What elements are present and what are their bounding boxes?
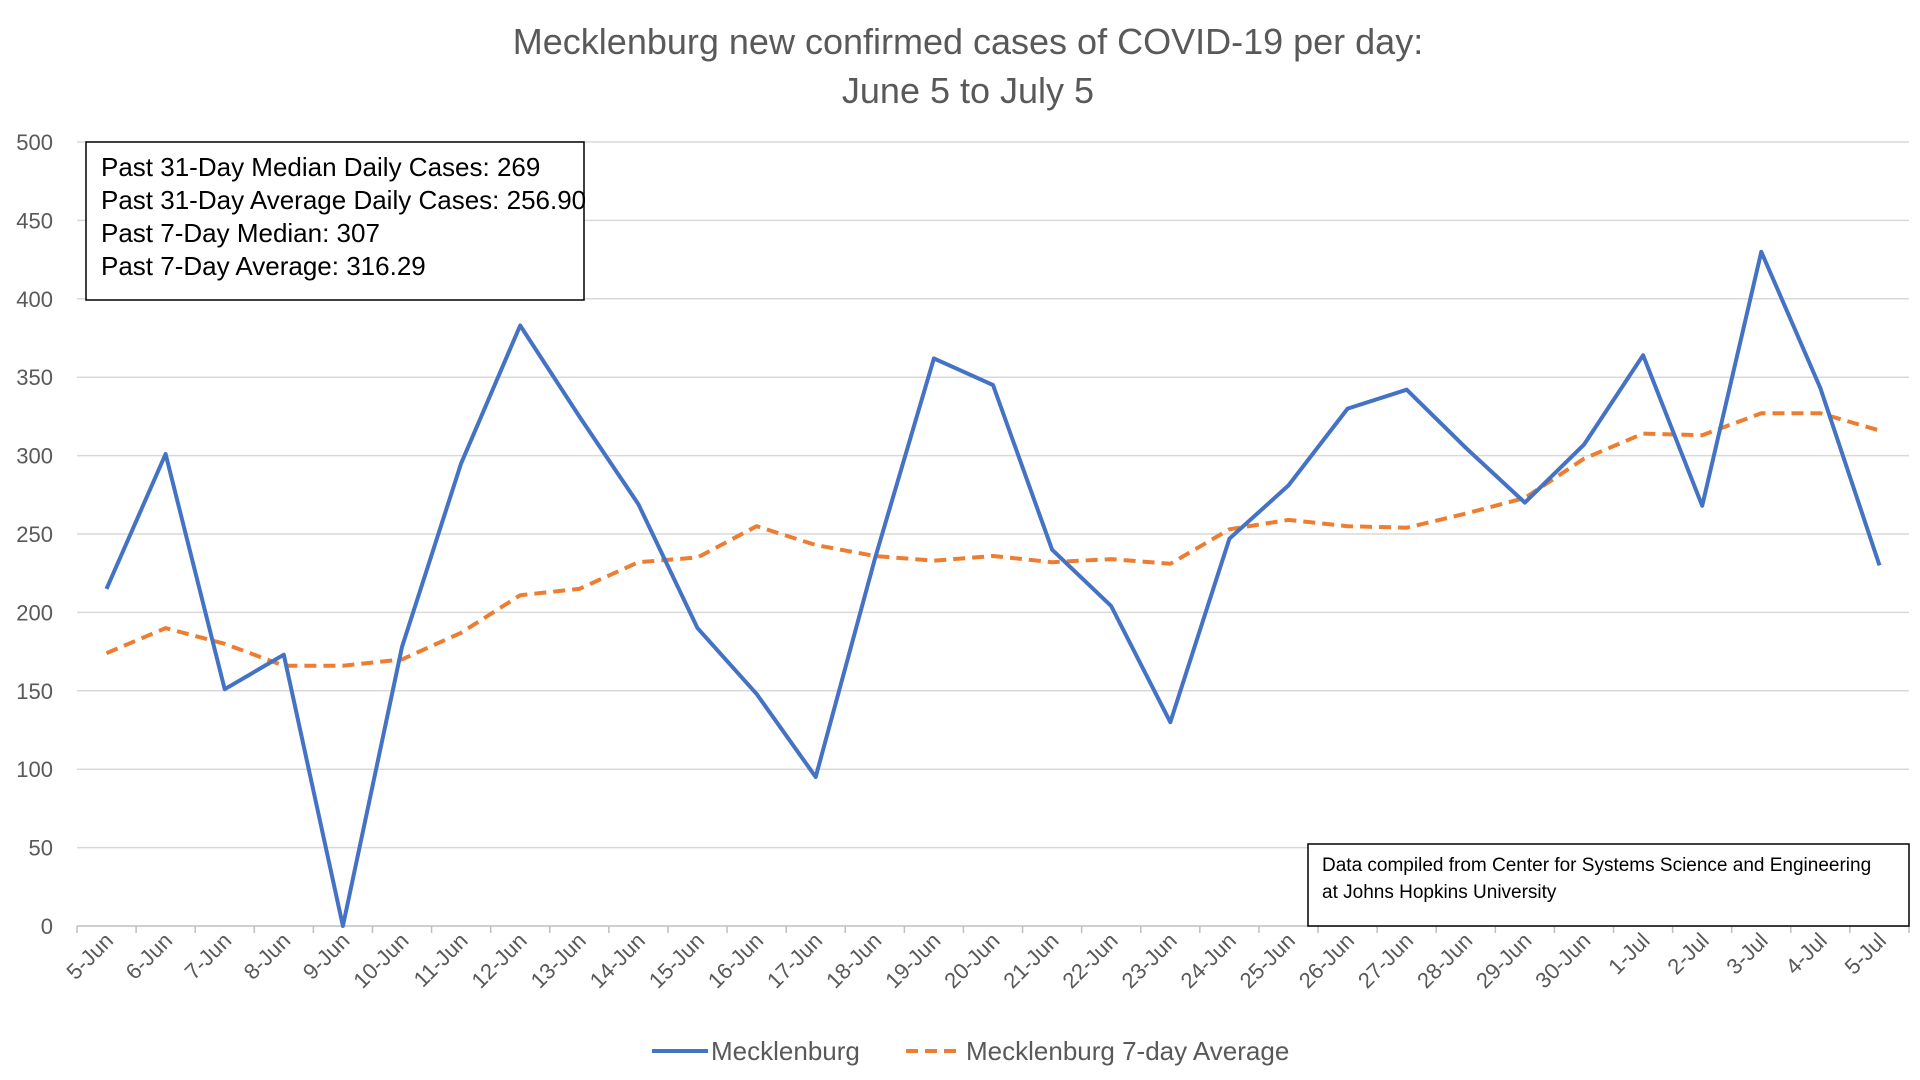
legend: Mecklenburg Mecklenburg 7-day Average [652, 1036, 1289, 1066]
source-line-1: Data compiled from Center for Systems Sc… [1322, 855, 1871, 876]
y-tick-label: 300 [16, 444, 53, 469]
y-tick-label: 100 [16, 757, 53, 782]
x-tick-label: 9-Jun [298, 928, 355, 985]
y-tick-label: 250 [16, 522, 53, 547]
x-tick-label: 1-Jul [1603, 928, 1654, 979]
y-tick-label: 400 [16, 287, 53, 312]
stats-line-2: Past 31-Day Average Daily Cases: 256.90 [101, 185, 586, 215]
series-line-mecklenburg [104, 249, 1882, 928]
y-tick-label: 150 [16, 679, 53, 704]
x-tick-label: 7-Jun [180, 928, 237, 985]
x-tick-label: 18-Jun [821, 928, 886, 993]
x-tick-label: 8-Jun [239, 928, 296, 985]
x-tick-label: 15-Jun [644, 928, 709, 993]
x-tick-label: 6-Jun [121, 928, 178, 985]
chart-title-line-2: June 5 to July 5 [842, 70, 1094, 111]
source-line-2: at Johns Hopkins University [1322, 882, 1557, 903]
x-tick-label: 19-Jun [880, 928, 945, 993]
x-tick-label: 24-Jun [1176, 928, 1241, 993]
x-tick-label: 23-Jun [1117, 928, 1182, 993]
series-layer [104, 249, 1882, 928]
x-tick-label: 5-Jun [61, 928, 118, 985]
x-tick-label: 30-Jun [1530, 928, 1595, 993]
x-tick-label: 12-Jun [467, 928, 532, 993]
chart-title: Mecklenburg new confirmed cases of COVID… [513, 21, 1423, 111]
x-tick-label: 25-Jun [1235, 928, 1300, 993]
y-tick-label: 500 [16, 130, 53, 155]
source-box-frame [1307, 843, 1910, 927]
y-tick-label: 200 [16, 600, 53, 625]
stats-box: Past 31-Day Median Daily Cases: 269 Past… [85, 141, 586, 301]
x-tick-label: 22-Jun [1057, 928, 1122, 993]
chart-title-line-1: Mecklenburg new confirmed cases of COVID… [513, 21, 1423, 62]
gridlines [77, 141, 1909, 927]
x-tick-label: 26-Jun [1294, 928, 1359, 993]
stats-box-frame [85, 141, 585, 301]
x-tick-label: 17-Jun [762, 928, 827, 993]
x-tick-label: 4-Jul [1780, 928, 1831, 979]
x-tick-label: 20-Jun [939, 928, 1004, 993]
x-tick-label: 13-Jun [526, 928, 591, 993]
x-tick-label: 21-Jun [998, 928, 1063, 993]
legend-label-mecklenburg: Mecklenburg [711, 1036, 860, 1066]
y-axis-ticks: 0 50 100 150 200 250 300 350 400 450 500 [16, 130, 53, 939]
x-tick-label: 3-Jul [1721, 928, 1772, 979]
y-tick-label: 450 [16, 208, 53, 233]
x-tick-label: 10-Jun [348, 928, 413, 993]
series-line-7day-average [105, 411, 1881, 668]
y-tick-label: 0 [41, 914, 53, 939]
x-tick-label: 28-Jun [1412, 928, 1477, 993]
x-axis-ticks: 5-Jun 6-Jun 7-Jun 8-Jun 9-Jun10-Jun11-Jun12-… [61, 926, 1910, 993]
x-tick-label: 2-Jul [1662, 928, 1713, 979]
x-tick-label: 29-Jun [1471, 928, 1536, 993]
x-tick-label: 5-Jul [1840, 928, 1891, 979]
stats-line-4: Past 7-Day Average: 316.29 [101, 251, 426, 281]
stats-line-3: Past 7-Day Median: 307 [101, 218, 380, 248]
source-box: Data compiled from Center for Systems Sc… [1307, 843, 1910, 927]
x-tick-label: 16-Jun [703, 928, 768, 993]
x-tick-label: 27-Jun [1353, 928, 1418, 993]
stats-line-1: Past 31-Day Median Daily Cases: 269 [101, 152, 540, 182]
legend-label-7day-average: Mecklenburg 7-day Average [966, 1036, 1289, 1066]
x-tick-label: 14-Jun [585, 928, 650, 993]
y-tick-label: 50 [29, 836, 53, 861]
x-tick-label: 11-Jun [409, 928, 473, 992]
y-tick-label: 350 [16, 365, 53, 390]
